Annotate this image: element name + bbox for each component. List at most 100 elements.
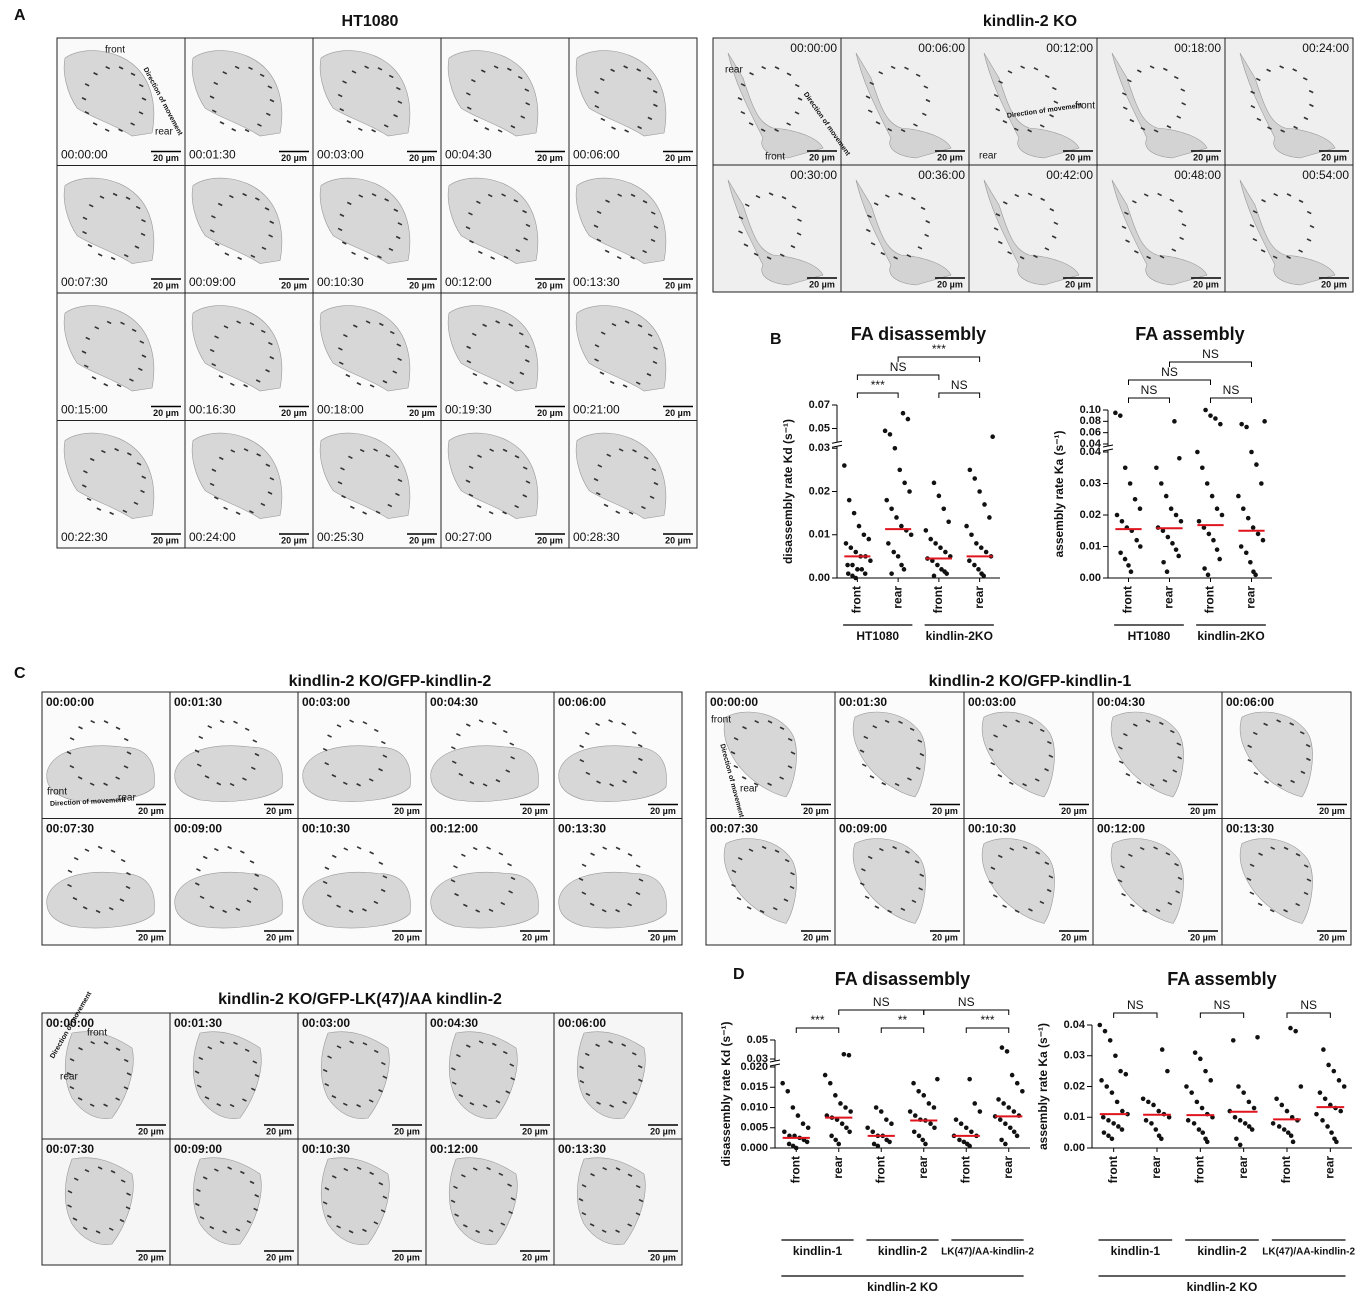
data-point [1128,481,1133,486]
data-point [979,545,984,550]
supergroup-label: kindlin-2 KO [1187,1280,1258,1294]
data-point [1174,547,1179,552]
timestamp: 00:01:30 [839,695,887,709]
data-point [1165,569,1170,574]
data-point [901,411,906,416]
significance-bracket [881,1028,924,1033]
y-axis-label: disassembly rate Kd (s⁻¹) [719,1021,733,1166]
data-point [1120,1109,1125,1114]
scale-bar-label: 20 µm [522,1252,548,1262]
data-point [1291,1140,1296,1145]
timestamp: 00:10:30 [968,822,1016,836]
data-point [1123,557,1128,562]
significance-label: *** [932,342,946,356]
significance-label: NS [1300,998,1317,1012]
data-point [1238,1118,1243,1123]
data-point [943,550,948,555]
significance-bracket [1114,1013,1157,1018]
timestamp: 00:18:00 [317,403,364,417]
scale-bar-label: 20 µm [1321,279,1347,289]
data-point [1200,1106,1205,1111]
data-point [1314,1112,1319,1117]
x-tick-label: front [1279,1156,1293,1183]
data-point [1342,1084,1347,1089]
data-point [1159,481,1164,486]
timestamp: 00:10:30 [302,1142,350,1156]
data-point [972,1101,977,1106]
data-point [1208,413,1213,418]
data-point [1115,1100,1120,1105]
data-point [935,563,940,568]
scale-bar-label: 20 µm [266,1126,292,1136]
panel-label: C [14,665,26,682]
data-point [1116,1124,1121,1129]
scale-bar-label: 20 µm [650,1126,676,1136]
grid-title: kindlin-2 KO [983,13,1077,30]
timestamp: 00:04:30 [1097,695,1145,709]
x-tick-label: rear [916,1156,930,1179]
data-point [1254,462,1259,467]
timestamp: 00:22:30 [61,530,108,544]
data-point [909,532,914,537]
data-point [1123,465,1128,470]
data-point [1184,1084,1189,1089]
y-tick-label: 0.01 [1064,1111,1085,1123]
data-point [876,1144,881,1149]
group-label: kindlin-2KO [926,629,993,643]
y-tick-label: 0.01 [809,529,830,541]
data-point [1326,1063,1331,1068]
data-point [967,558,972,563]
group-label: kindlin-1 [1111,1244,1161,1258]
data-point [1144,1118,1149,1123]
scale-bar-label: 20 µm [153,280,179,290]
scale-bar-label: 20 µm [665,153,691,163]
significance-label: NS [1202,347,1219,361]
data-point [1215,547,1220,552]
data-point [1233,1115,1238,1120]
y-tick-label: 0.06 [1080,427,1101,439]
data-point [1247,1100,1252,1105]
annotation: front [87,1028,107,1039]
scale-bar-label: 20 µm [266,806,292,816]
y-axis-label: assembly rate Ka (s⁻¹) [1036,1023,1050,1150]
data-point [1166,535,1171,540]
data-point [1197,1127,1202,1132]
data-point [1106,1133,1111,1138]
data-point [889,1121,894,1126]
significance-bracket [796,1028,839,1033]
y-tick-label: 0.02 [809,485,830,497]
data-point [859,567,864,572]
data-point [1261,538,1266,543]
scale-bar-label: 20 µm [803,932,829,942]
annotation: rear [979,151,997,162]
y-tick-label: 0.04 [1064,1019,1086,1031]
data-point [944,571,949,576]
data-point [844,1125,849,1130]
data-point [1110,1090,1115,1095]
data-point [1111,1121,1116,1126]
annotation: rear [740,784,758,795]
significance-label: NS [1214,998,1231,1012]
data-point [836,1142,841,1147]
data-point [1129,569,1134,574]
data-point [1146,1100,1151,1105]
annotation: rear [725,65,743,76]
data-point [1288,1026,1293,1031]
data-point [1293,1029,1298,1034]
data-point [1020,1089,1025,1094]
data-point [1262,419,1267,424]
timestamp: 00:03:00 [968,695,1016,709]
scale-bar-label: 20 µm [650,806,676,816]
significance-bracket [924,1010,1009,1015]
scale-bar-label: 20 µm [1065,279,1091,289]
data-point [954,1117,959,1122]
data-point [1205,481,1210,486]
data-point [1153,1127,1158,1132]
data-point [823,1073,828,1078]
group-label: HT1080 [856,629,899,643]
data-point [1215,506,1220,511]
data-point [1217,557,1222,562]
timestamp: 00:48:00 [1174,168,1221,182]
y-tick-label: 0.00 [1080,572,1101,584]
data-point [1244,425,1249,430]
